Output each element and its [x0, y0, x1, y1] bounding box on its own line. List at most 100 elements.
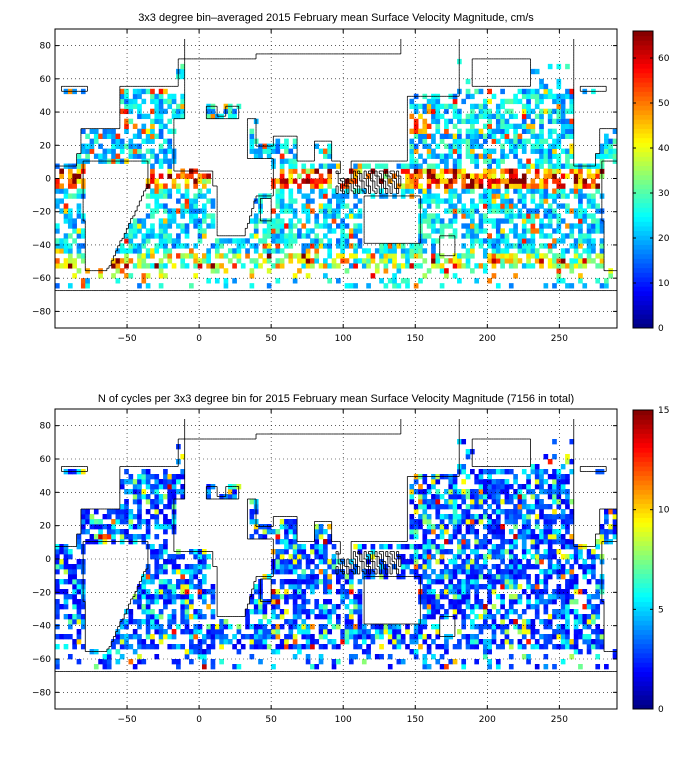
- heatmap-cell: [452, 218, 458, 224]
- heatmap-cell: [318, 604, 324, 610]
- heatmap-cell: [323, 549, 328, 555]
- heatmap-cell: [513, 178, 518, 184]
- colorbar-segment: [633, 550, 653, 556]
- heatmap-cell: [275, 138, 281, 144]
- heatmap-cell: [439, 113, 445, 120]
- heatmap-cell: [465, 559, 471, 565]
- heatmap-cell: [163, 273, 168, 279]
- heatmap-cell: [470, 609, 475, 615]
- heatmap-cell: [55, 659, 60, 665]
- heatmap-cell: [301, 258, 307, 264]
- heatmap-cell: [189, 599, 194, 605]
- heatmap-cell: [452, 524, 458, 530]
- heatmap-cell: [444, 268, 449, 274]
- heatmap-cell: [409, 173, 415, 179]
- heatmap-cell: [197, 258, 203, 264]
- heatmap-cell: [569, 108, 575, 115]
- heatmap-cell: [573, 193, 579, 199]
- heatmap-cell: [426, 163, 432, 169]
- heatmap-cell: [266, 629, 272, 635]
- heatmap-cell: [465, 258, 471, 264]
- colorbar-segment: [633, 290, 653, 297]
- heatmap-cell: [452, 133, 458, 139]
- heatmap-cell: [141, 579, 147, 585]
- heatmap-cell: [115, 133, 121, 139]
- heatmap-cell: [591, 574, 596, 580]
- heatmap-cell: [271, 208, 276, 214]
- heatmap-cell: [262, 534, 268, 540]
- heatmap-cell: [465, 133, 471, 139]
- heatmap-cell: [560, 569, 566, 575]
- heatmap-cell: [275, 624, 281, 630]
- heatmap-cell: [534, 228, 540, 234]
- heatmap-cell: [102, 664, 108, 670]
- heatmap-cell: [193, 554, 199, 560]
- heatmap-cell: [327, 589, 333, 595]
- heatmap-cell: [189, 198, 194, 204]
- heatmap-cell: [405, 248, 410, 254]
- heatmap-cell: [163, 469, 168, 475]
- heatmap-cell: [366, 649, 371, 655]
- heatmap-cell: [513, 183, 518, 189]
- heatmap-cell: [556, 534, 562, 540]
- heatmap-cell: [119, 479, 125, 485]
- heatmap-cell: [500, 113, 505, 120]
- heatmap-cell: [465, 639, 471, 645]
- heatmap-cell: [530, 509, 536, 515]
- heatmap-cell: [431, 103, 436, 110]
- heatmap-cell: [573, 549, 579, 555]
- heatmap-cell: [547, 113, 553, 120]
- heatmap-cell: [552, 213, 557, 219]
- heatmap-cell: [470, 574, 475, 580]
- heatmap-cell: [495, 499, 501, 505]
- heatmap-cell: [530, 589, 536, 595]
- heatmap-cell: [452, 163, 458, 169]
- heatmap-cell: [444, 133, 449, 139]
- heatmap-cell: [470, 198, 475, 204]
- heatmap-cell: [413, 133, 419, 139]
- heatmap-cell: [310, 574, 315, 580]
- heatmap-cell: [556, 624, 562, 630]
- heatmap-cell: [452, 273, 458, 279]
- heatmap-cell: [128, 148, 134, 154]
- heatmap-cell: [470, 233, 475, 239]
- heatmap-cell: [591, 178, 596, 184]
- heatmap-cell: [85, 278, 90, 284]
- heatmap-cell: [150, 248, 155, 254]
- heatmap-cell: [409, 113, 415, 120]
- heatmap-cell: [167, 98, 173, 105]
- heatmap-cell: [452, 188, 458, 194]
- heatmap-cell: [495, 509, 501, 515]
- heatmap-cell: [560, 544, 566, 550]
- heatmap-cell: [72, 619, 77, 625]
- heatmap-cell: [452, 113, 458, 120]
- colorbar-segment: [633, 123, 653, 129]
- heatmap-cell: [318, 569, 324, 575]
- heatmap-cell: [141, 589, 147, 595]
- heatmap-cell: [353, 203, 358, 209]
- heatmap-cell: [612, 514, 618, 520]
- heatmap-cell: [262, 248, 268, 254]
- heatmap-cell: [534, 479, 540, 485]
- heatmap-cell: [586, 233, 592, 239]
- heatmap-cell: [327, 153, 333, 159]
- heatmap-cell: [145, 534, 151, 540]
- heatmap-cell: [353, 263, 358, 269]
- colorbar-segment: [633, 193, 653, 199]
- heatmap-cell: [543, 173, 549, 179]
- heatmap-cell: [288, 218, 294, 224]
- heatmap-cell: [167, 163, 173, 169]
- heatmap-cell: [474, 113, 480, 120]
- heatmap-cell: [111, 273, 116, 279]
- heatmap-cell: [137, 504, 142, 510]
- heatmap-cell: [508, 98, 514, 105]
- heatmap-cell: [292, 138, 298, 144]
- heatmap-cell: [189, 644, 194, 650]
- heatmap-cell: [569, 564, 575, 570]
- heatmap-cell: [353, 544, 358, 550]
- heatmap-cell: [176, 188, 181, 194]
- heatmap-cell: [560, 509, 566, 515]
- heatmap-cell: [405, 559, 410, 565]
- heatmap-cell: [284, 564, 289, 570]
- colorbar-segment: [633, 564, 653, 570]
